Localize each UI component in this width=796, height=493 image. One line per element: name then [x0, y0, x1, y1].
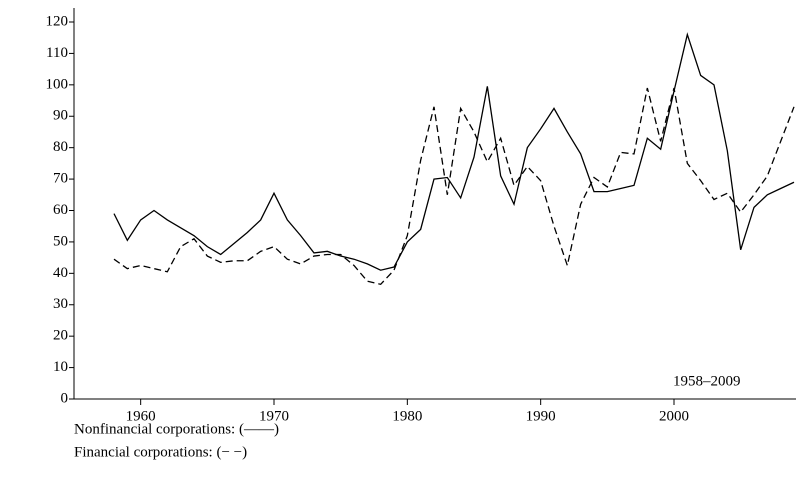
y-tick-label: 20	[53, 328, 68, 344]
x-tick-label: 1960	[126, 408, 156, 424]
x-tick-label: 1980	[392, 408, 422, 424]
x-tick-label: 1990	[526, 408, 556, 424]
y-tick-label: 80	[53, 139, 68, 155]
y-tick-label: 0	[61, 390, 69, 406]
y-tick-label: 120	[46, 13, 69, 29]
legend-entry: Financial corporations: (− −)	[74, 444, 247, 460]
y-tick-label: 40	[53, 265, 68, 281]
x-tick-label: 2000	[659, 408, 689, 424]
y-tick-label: 100	[46, 76, 69, 92]
annotation: 1958–2009	[673, 373, 741, 389]
y-tick-label: 60	[53, 202, 68, 218]
y-tick-label: 30	[53, 296, 68, 312]
x-tick-label: 1970	[259, 408, 289, 424]
y-tick-label: 90	[53, 108, 68, 124]
y-tick-label: 70	[53, 171, 68, 187]
series-line	[113, 87, 795, 286]
y-tick-label: 10	[53, 359, 68, 375]
y-tick-label: 50	[53, 233, 68, 249]
y-tick-label: 110	[46, 45, 68, 61]
legend-entry: Nonfinancial corporations: (——)	[74, 421, 279, 437]
series-line	[113, 32, 795, 271]
